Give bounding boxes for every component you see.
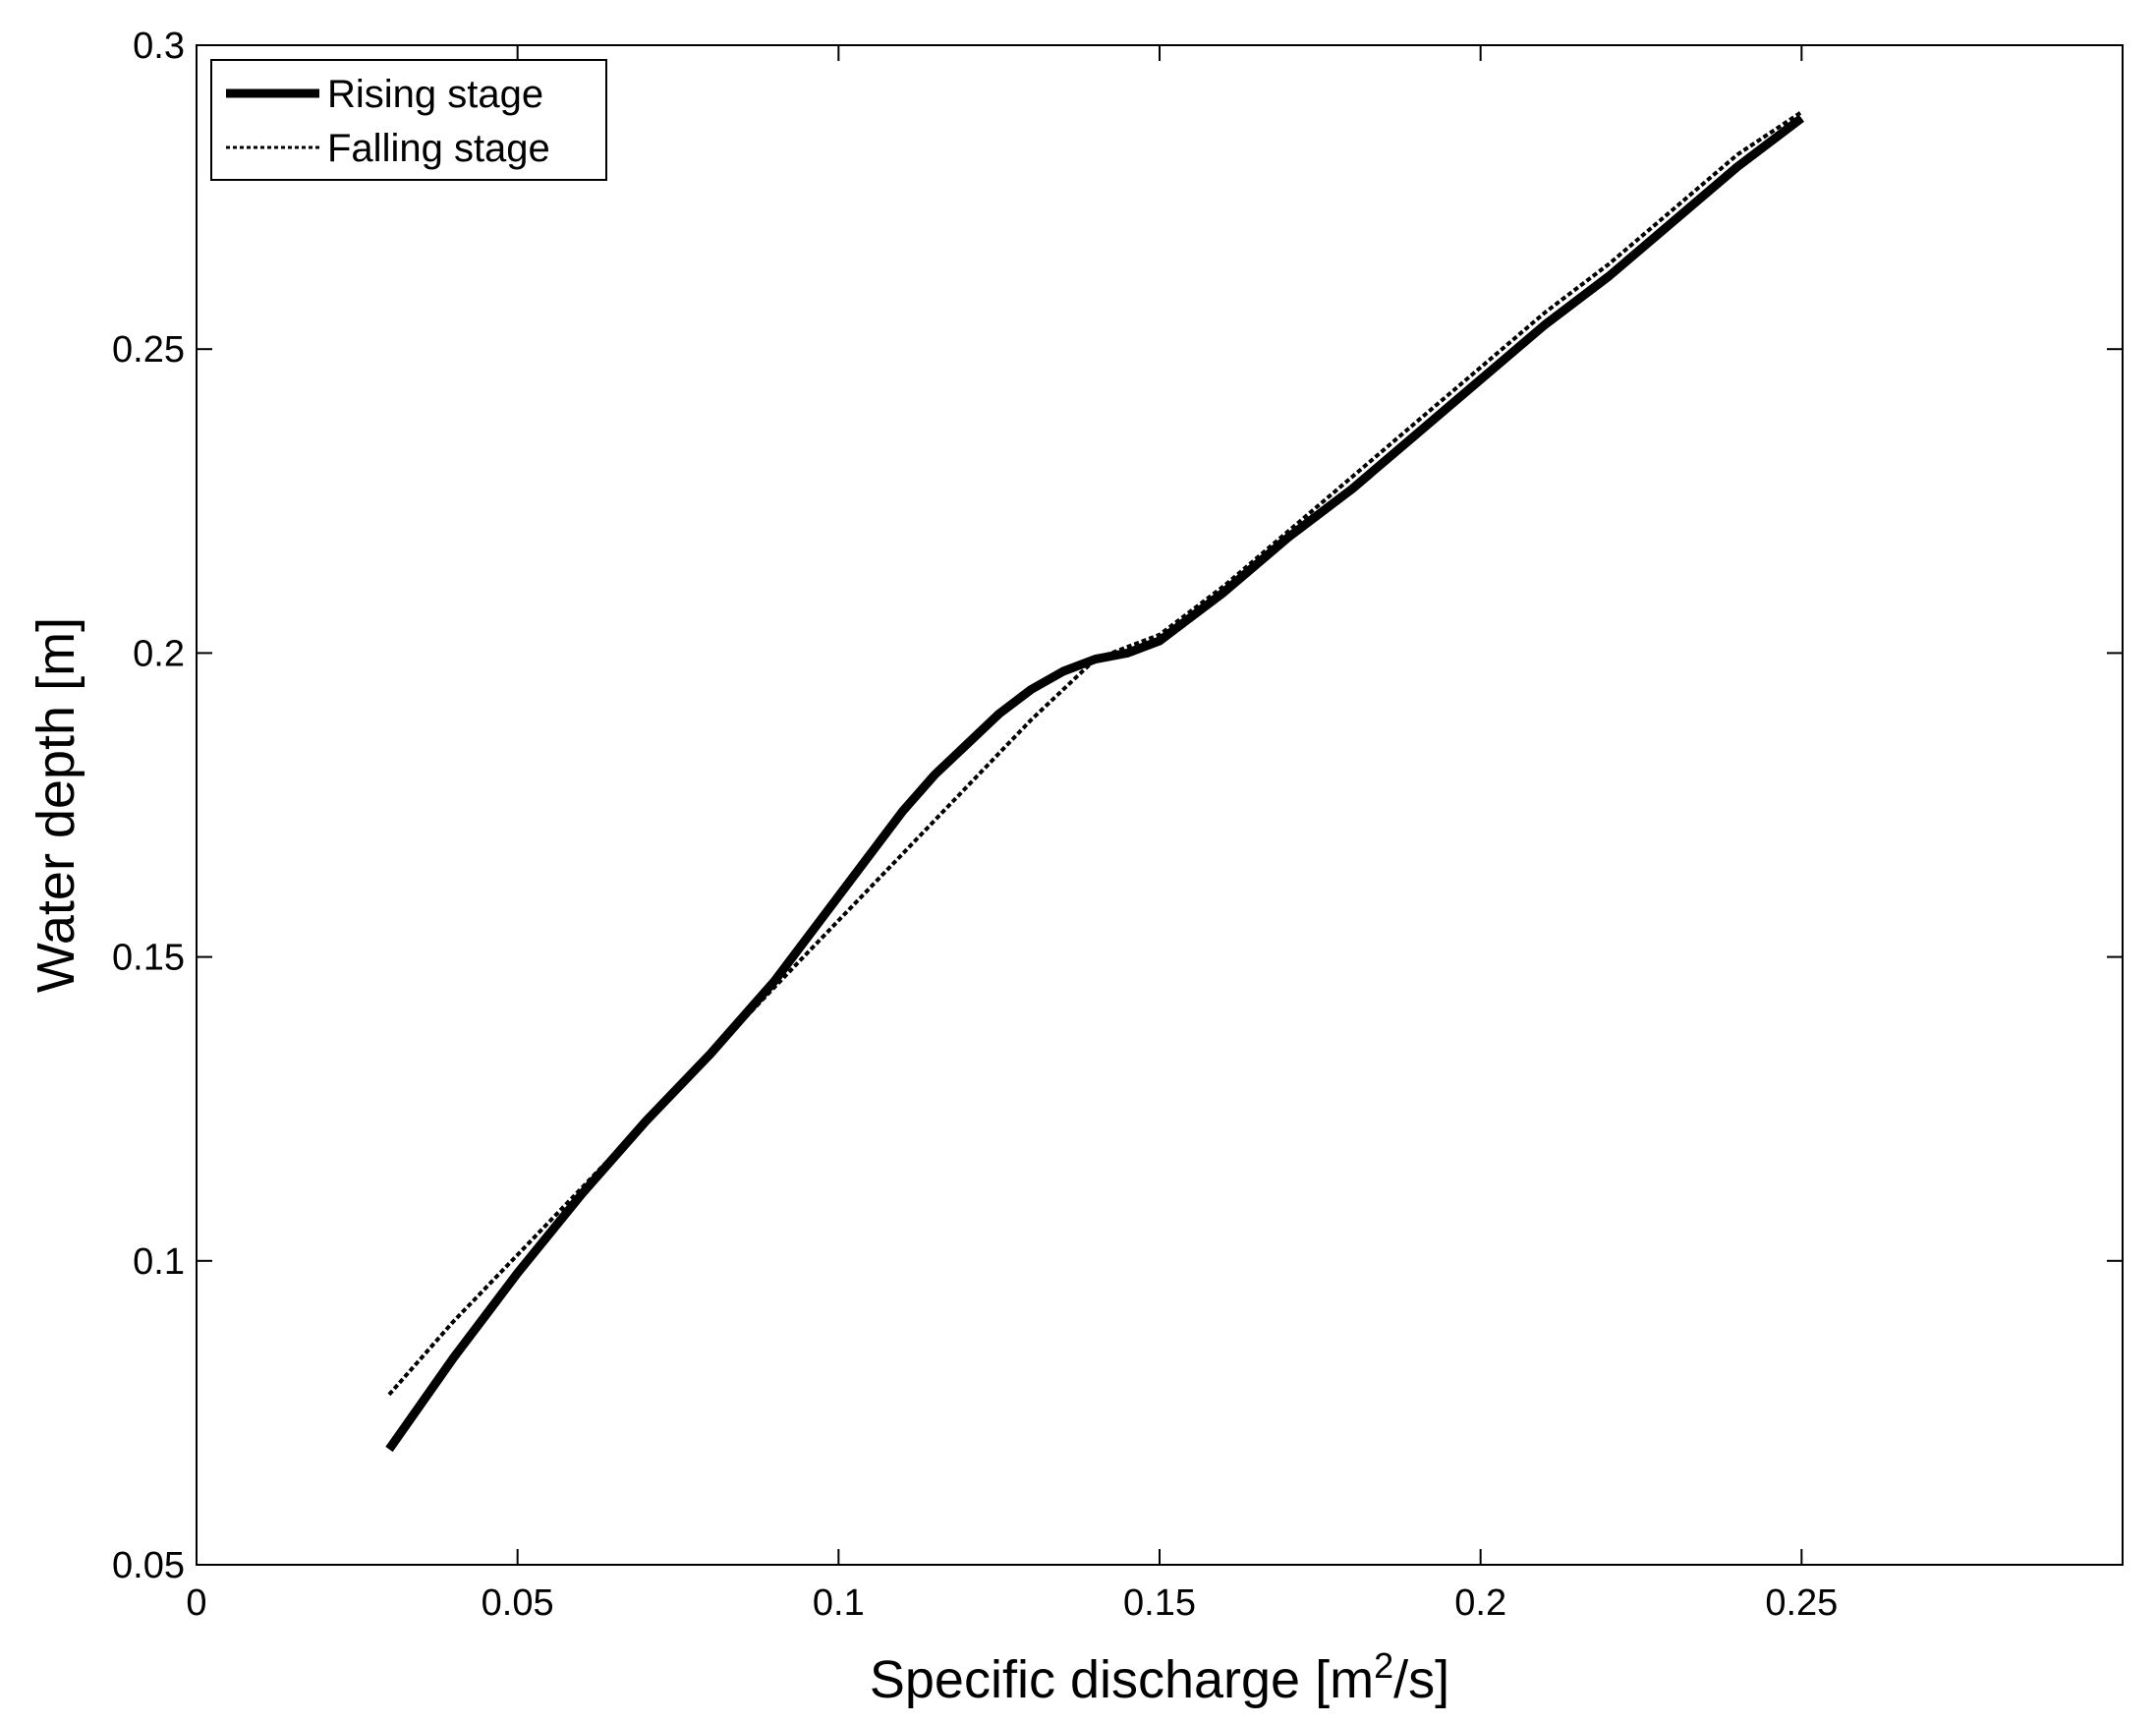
legend-label-falling-stage: Falling stage [327,127,550,170]
legend-label-rising-stage: Rising stage [327,73,543,116]
x-axis-title-tail: /s] [1393,1650,1449,1709]
y-tick-label: 0.2 [133,633,185,674]
y-axis-title: Water depth [m] [27,617,85,993]
y-tick-label: 0.1 [133,1241,185,1283]
y-axis: 0.05 0.1 0.15 0.2 0.25 0.3 [112,26,2123,1586]
y-tick-label: 0.3 [133,26,185,67]
y-tick-label: 0.25 [112,329,185,371]
x-axis-title: Specific discharge [m2/s] [870,1645,1449,1709]
y-tick-label: 0.05 [112,1545,185,1586]
series-layer [385,110,1805,1453]
plot-background [197,45,2123,1565]
x-axis-title-main: Specific discharge [m [870,1650,1374,1709]
legend: Rising stage Falling stage [210,59,607,181]
series-line-rising-stage [385,114,1805,1453]
y-tick-label: 0.15 [112,938,185,979]
x-axis: 0 0.05 0.1 0.15 0.2 0.25 [186,45,1838,1624]
legend-box [210,59,607,181]
x-axis-title-sup: 2 [1374,1645,1393,1686]
x-tick-label: 0.2 [1454,1582,1506,1624]
x-tick-label: 0.15 [1123,1582,1196,1624]
x-tick-label: 0 [186,1582,206,1624]
x-tick-label: 0.05 [482,1582,554,1624]
x-tick-label: 0.25 [1765,1582,1838,1624]
x-tick-label: 0.1 [813,1582,865,1624]
